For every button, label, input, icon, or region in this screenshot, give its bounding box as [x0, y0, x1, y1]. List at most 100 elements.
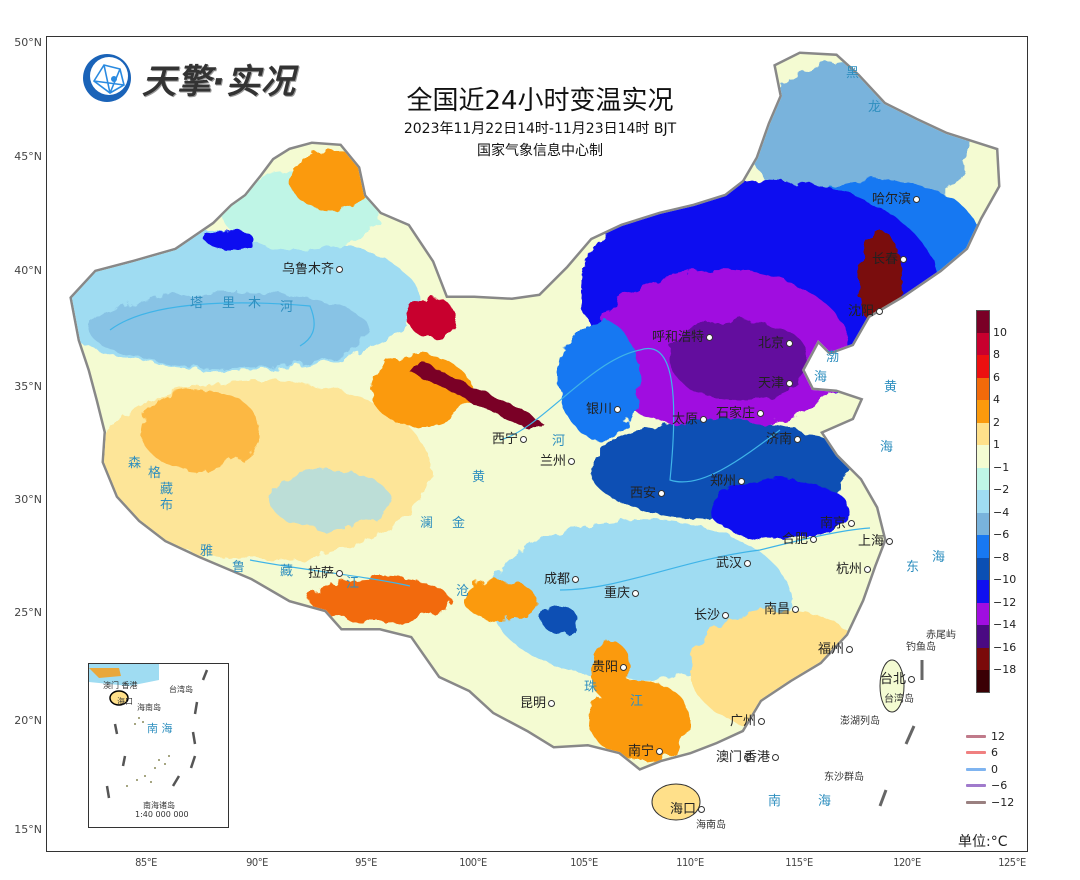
- inset-label: 澳门 香港: [103, 681, 138, 690]
- colorbar-tick-label: 2: [993, 415, 1000, 429]
- city-name: 拉萨: [308, 566, 335, 581]
- city-name: 长沙: [694, 608, 721, 623]
- city-label: 上海: [858, 530, 894, 549]
- contour-legend-label: −12: [991, 795, 1015, 809]
- lon-tick: 100°E: [459, 856, 487, 869]
- city-name: 太原: [672, 412, 699, 427]
- city-name: 沈阳: [848, 304, 875, 319]
- water-label: 海: [814, 370, 828, 385]
- inset-label: 海口: [117, 697, 133, 706]
- lat-tick: 40°N: [14, 264, 42, 277]
- city-marker-icon: [792, 606, 800, 613]
- island-label: 东沙群岛: [824, 772, 864, 783]
- water-label: 格: [148, 466, 162, 481]
- city-label: 澳门: [716, 746, 752, 765]
- city-marker-icon: [656, 748, 664, 755]
- water-label: 鲁: [232, 560, 246, 575]
- city-marker-icon: [744, 560, 752, 567]
- water-label: 河: [280, 300, 294, 315]
- city-label: 西安: [630, 482, 666, 501]
- city-name: 西宁: [492, 432, 519, 447]
- colorbar-tick-label: −10: [993, 573, 1017, 586]
- water-label: 里: [222, 296, 236, 311]
- city-name: 兰州: [540, 454, 567, 469]
- city-name: 贵阳: [592, 660, 619, 675]
- city-name: 乌鲁木齐: [282, 262, 335, 277]
- city-label: 南京: [820, 512, 856, 531]
- colorbar-segment: [976, 355, 990, 378]
- water-label: 龙: [868, 100, 882, 115]
- city-marker-icon: [786, 380, 794, 387]
- city-name: 济南: [766, 432, 793, 447]
- title-block: 全国近24小时变温实况 2023年11月22日14时-11月23日14时 BJT…: [360, 84, 720, 162]
- colorbar-tick-label: −16: [993, 640, 1017, 654]
- city-label: 南宁: [628, 740, 664, 759]
- water-label: 江: [630, 694, 644, 709]
- water-label: 藏: [160, 482, 174, 497]
- lat-tick: 30°N: [14, 493, 42, 506]
- city-marker-icon: [744, 754, 752, 761]
- city-name: 武汉: [716, 556, 743, 571]
- city-marker-icon: [548, 700, 556, 707]
- city-label: 海口: [670, 798, 706, 817]
- city-marker-icon: [722, 612, 730, 619]
- colorbar-tick-label: 6: [993, 370, 1000, 384]
- city-label: 长沙: [694, 604, 730, 623]
- colorbar-segment: [976, 580, 990, 603]
- inset-scale: 1:40 000 000: [135, 810, 189, 819]
- contour-legend-label: 6: [991, 746, 998, 760]
- colorbar-segment: [976, 535, 990, 558]
- contour-legend-item: 12: [966, 728, 1014, 745]
- city-name: 南宁: [628, 744, 655, 759]
- city-marker-icon: [786, 340, 794, 347]
- city-marker-icon: [848, 520, 856, 527]
- city-marker-icon: [336, 570, 344, 577]
- colorbar-tick-label: 4: [993, 393, 1000, 406]
- city-marker-icon: [706, 334, 714, 341]
- city-label: 拉萨: [308, 562, 344, 581]
- lon-tick: 85°E: [135, 856, 157, 869]
- temperature-colorbar: [976, 310, 990, 693]
- contour-legend-item: −12: [966, 794, 1014, 811]
- island-label: 赤尾屿: [926, 630, 956, 641]
- water-label: 金: [452, 516, 466, 531]
- contour-line-swatch-icon: [966, 751, 986, 755]
- island-label: 台湾岛: [884, 694, 914, 705]
- colorbar-tick-label: −8: [993, 550, 1010, 564]
- water-label: 布: [160, 498, 174, 513]
- colorbar-tick-label: 1: [993, 438, 1000, 451]
- city-label: 乌鲁木齐: [282, 258, 344, 277]
- island-label: 钓鱼岛: [906, 642, 936, 653]
- water-label: 藏: [280, 564, 294, 579]
- colorbar-segment: [976, 310, 990, 333]
- contour-line-swatch-icon: [966, 800, 986, 804]
- city-name: 昆明: [520, 696, 547, 711]
- colorbar-tick-label: −4: [993, 505, 1010, 519]
- water-label: 黑: [846, 66, 860, 81]
- south-china-sea-inset: 澳门 香港 台湾岛 海口 海南岛 南 海 南海诸岛 1:40 000 000: [88, 663, 229, 828]
- city-label: 杭州: [836, 558, 872, 577]
- city-label: 西宁: [492, 428, 528, 447]
- maritime-boundary-marks: [878, 660, 924, 807]
- colorbar-segment: [976, 512, 990, 535]
- city-name: 南昌: [764, 602, 791, 617]
- water-label: 黄: [884, 380, 898, 395]
- city-marker-icon: [846, 646, 854, 653]
- colorbar-tick-label: 10: [993, 325, 1007, 339]
- contour-legend-item: −6: [966, 778, 1014, 795]
- lon-tick: 120°E: [893, 856, 921, 869]
- lon-tick: 105°E: [570, 856, 598, 869]
- city-marker-icon: [864, 566, 872, 573]
- contour-legend-label: 0: [991, 762, 998, 776]
- city-label: 太原: [672, 408, 708, 427]
- lon-tick: 95°E: [355, 856, 377, 869]
- inset-label: 台湾岛: [169, 685, 193, 694]
- city-label: 沈阳: [848, 300, 884, 319]
- water-label: 渤: [826, 350, 840, 365]
- rivers: [109, 302, 871, 591]
- city-name: 西安: [630, 486, 657, 501]
- colorbar-segment: [976, 377, 990, 400]
- city-marker-icon: [614, 406, 622, 413]
- city-name: 上海: [858, 534, 885, 549]
- contour-line-swatch-icon: [966, 784, 986, 788]
